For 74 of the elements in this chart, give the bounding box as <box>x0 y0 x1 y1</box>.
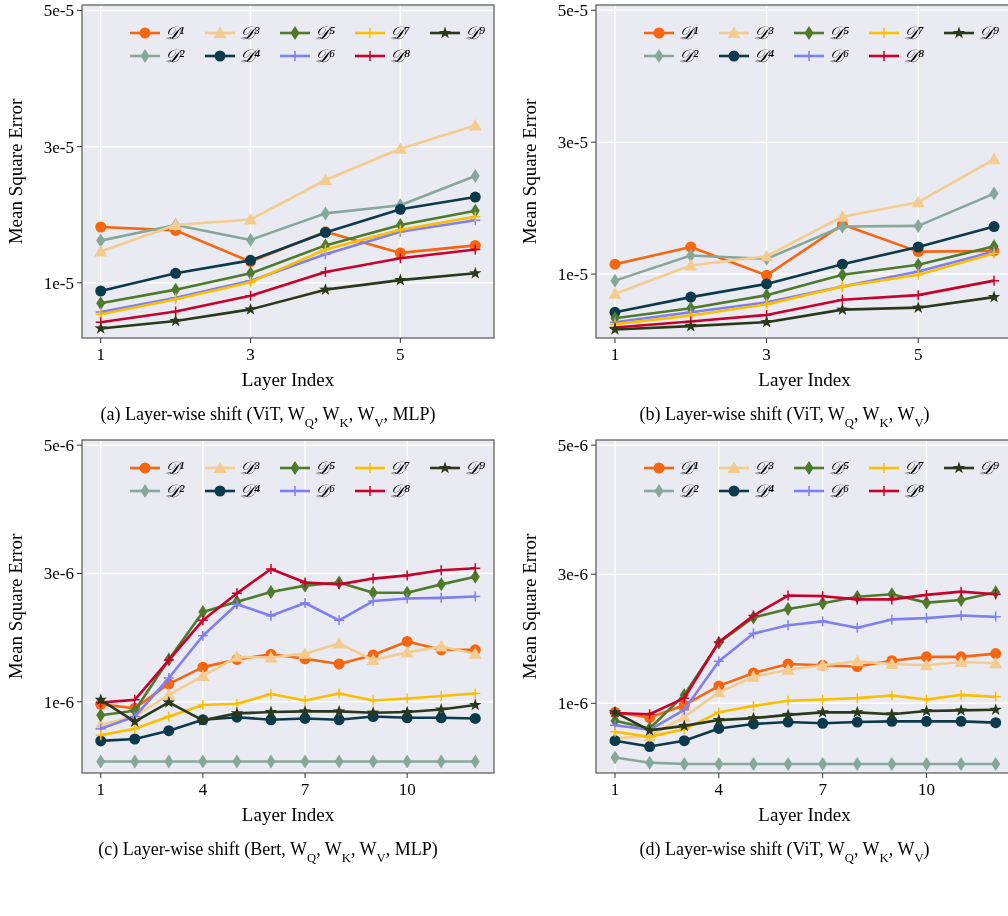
y-tick-label: 5e-5 <box>557 1 588 21</box>
legend-label: 𝒟⁴ <box>754 481 775 501</box>
y-tick-label: 5e-6 <box>43 436 74 456</box>
x-tick-label: 3 <box>762 345 771 364</box>
x-tick-label: 10 <box>398 780 416 799</box>
x-tick-label: 1 <box>610 345 620 364</box>
text: (b) Layer-wise shift (ViT, W$_{Q}$, W$_{K}$, W$_{V}$) <box>639 404 930 430</box>
legend-label: 𝒟⁴ <box>754 46 775 66</box>
y-tick-label: 3e-6 <box>557 565 588 585</box>
legend-label: 𝒟⁶ <box>829 46 850 66</box>
legend-label: 𝒟⁷ <box>390 23 411 43</box>
y-tick-label: 3e-5 <box>43 137 74 157</box>
y-tick-label: 1e-6 <box>43 692 74 712</box>
legend-label: 𝒟⁵ <box>315 23 336 43</box>
legend-label: 𝒟² <box>679 481 699 501</box>
legend-label: 𝒟⁵ <box>315 458 336 478</box>
legend-label: 𝒟⁹ <box>465 458 486 478</box>
legend-label: 𝒟³ <box>240 458 260 478</box>
legend-label: 𝒟⁷ <box>904 23 925 43</box>
x-tick-label: 10 <box>917 780 935 799</box>
x-tick-label: 4 <box>198 780 208 799</box>
legend-label: 𝒟⁷ <box>390 458 411 478</box>
legend-label: 𝒟¹ <box>679 23 699 43</box>
legend-label: 𝒟² <box>165 481 185 501</box>
y-tick-label: 5e-6 <box>557 436 588 456</box>
x-axis-title: Layer Index <box>758 804 852 825</box>
y-tick-label: 1e-5 <box>557 265 588 285</box>
y-tick-label: 5e-5 <box>43 1 74 21</box>
legend-label: 𝒟³ <box>754 23 774 43</box>
legend-label: 𝒟⁹ <box>979 458 1000 478</box>
legend-label: 𝒟⁸ <box>390 46 411 66</box>
y-tick-label: 3e-6 <box>43 564 74 584</box>
legend-label: 𝒟⁸ <box>904 46 925 66</box>
legend-label: 𝒟⁸ <box>390 481 411 501</box>
text: (d) Layer-wise shift (ViT, W$_{Q}$, W$_{K}$, W$_{V}$) <box>639 839 930 865</box>
text: (c) Layer-wise shift (Bert, W$_{Q}$, W$_{K}$, W$_{V}$, MLP) <box>98 839 438 865</box>
x-tick-label: 5 <box>396 345 405 364</box>
y-axis-title: Mean Square Error <box>5 533 26 680</box>
legend-label: 𝒟⁴ <box>240 46 261 66</box>
legend-label: 𝒟¹ <box>165 458 185 478</box>
y-axis-title: Mean Square Error <box>519 98 540 245</box>
legend-label: 𝒟² <box>165 46 185 66</box>
x-axis-title: Layer Index <box>241 804 335 825</box>
legend-label: 𝒟³ <box>240 23 260 43</box>
legend-label: 𝒟¹ <box>165 23 185 43</box>
legend-label: 𝒟⁶ <box>829 481 850 501</box>
legend-label: 𝒟¹ <box>679 458 699 478</box>
legend-label: 𝒟⁸ <box>904 481 925 501</box>
y-tick-label: 3e-5 <box>557 133 588 153</box>
x-axis-title: Layer Index <box>758 369 852 390</box>
legend-label: 𝒟⁴ <box>240 481 261 501</box>
legend-label: 𝒟⁹ <box>465 23 486 43</box>
legend-label: 𝒟⁵ <box>829 458 850 478</box>
legend-label: 𝒟⁶ <box>315 46 336 66</box>
x-tick-label: 1 <box>96 780 105 799</box>
x-tick-label: 5 <box>913 345 923 364</box>
x-tick-label: 1 <box>610 780 620 799</box>
y-axis-title: Mean Square Error <box>5 98 26 245</box>
y-tick-label: 1e-6 <box>557 694 588 714</box>
legend-label: 𝒟⁵ <box>829 23 850 43</box>
text: (a) Layer-wise shift (ViT, W$_{Q}$, W$_{K}$, W$_{V}$, MLP) <box>100 404 436 430</box>
x-tick-label: 7 <box>818 780 828 799</box>
legend-label: 𝒟³ <box>754 458 774 478</box>
y-tick-label: 1e-5 <box>43 273 74 293</box>
x-tick-label: 1 <box>96 345 105 364</box>
legend-label: 𝒟⁷ <box>904 458 925 478</box>
x-tick-label: 7 <box>300 780 310 799</box>
y-axis-title: Mean Square Error <box>519 533 540 680</box>
x-tick-label: 4 <box>714 780 724 799</box>
x-axis-title: Layer Index <box>241 369 335 390</box>
legend-label: 𝒟⁶ <box>315 481 336 501</box>
legend-label: 𝒟² <box>679 46 699 66</box>
legend-label: 𝒟⁹ <box>979 23 1000 43</box>
x-tick-label: 3 <box>246 345 255 364</box>
